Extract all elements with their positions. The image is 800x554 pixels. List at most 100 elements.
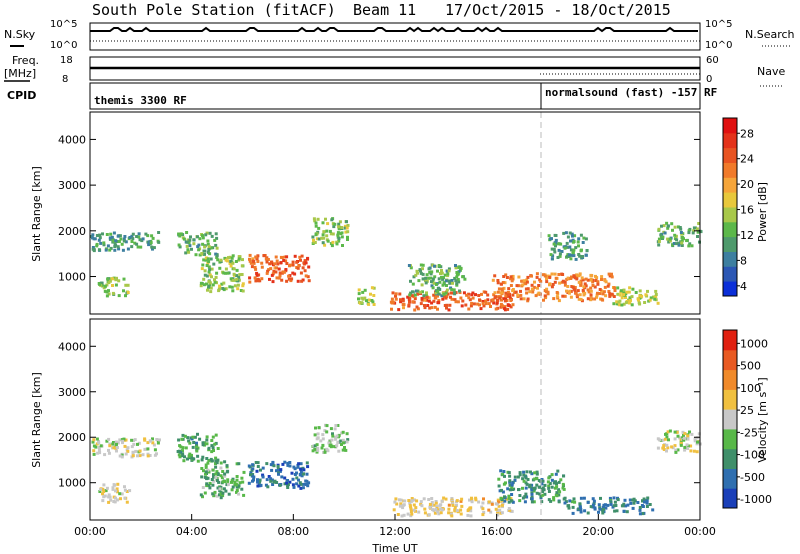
power-pixel: [430, 280, 433, 284]
velocity-pixel: [433, 511, 437, 515]
velocity-pixel: [91, 440, 95, 444]
velocity-pixel: [286, 463, 290, 467]
power-pixel: [638, 296, 642, 300]
velocity-pixel: [410, 497, 414, 500]
power-pixel: [478, 303, 481, 307]
colorbar-frame: [722, 117, 738, 297]
x-axis: 00:00 04:00 08:00 12:00 16:00 20:00 00:00: [74, 514, 716, 538]
power-pixel: [248, 259, 252, 263]
velocity-pixel: [398, 504, 402, 508]
velocity-pixel: [497, 484, 501, 488]
velocity-pixel: [552, 496, 556, 500]
power-pixel: [274, 255, 278, 259]
nsearch-tick-low: 10^0: [705, 40, 732, 51]
power-pixel: [253, 276, 257, 280]
velocity-pixel: [116, 498, 119, 502]
velocity-pixel: [107, 448, 110, 452]
velocity-pixel: [535, 483, 539, 487]
power-pixel: [442, 292, 446, 296]
power-pixel: [391, 291, 395, 295]
velocity-pixel: [300, 474, 304, 478]
velocity-pixel: [482, 497, 485, 501]
power-pixel: [220, 282, 224, 286]
power-pixel: [622, 291, 626, 295]
velocity-pixel: [298, 481, 302, 485]
velocity-pixel: [99, 444, 103, 448]
power-pixel: [654, 289, 658, 293]
velocity-pixel: [219, 461, 223, 465]
power-pixel: [516, 293, 520, 297]
power-pixel: [674, 234, 678, 238]
power-pixel: [474, 293, 477, 297]
velocity-pixel: [329, 427, 333, 431]
velocity-pixel: [114, 496, 117, 500]
power-pixel: [394, 294, 397, 298]
velocity-pixel: [341, 430, 345, 434]
freq-tick-high: 18: [60, 55, 73, 66]
velocity-pixel: [178, 444, 182, 448]
velocity-pixel: [427, 513, 431, 517]
power-pixel: [284, 268, 288, 271]
velocity-pixel: [102, 490, 106, 494]
power-pixel: [563, 280, 567, 284]
power-pixel: [255, 271, 259, 275]
power-pixel: [427, 267, 431, 271]
power-pixel: [679, 231, 683, 234]
power-pixel: [337, 239, 341, 243]
power-pixel: [550, 272, 554, 276]
velocity-pixel: [524, 481, 528, 485]
power-pixel: [118, 234, 122, 238]
power-pixel: [288, 263, 292, 267]
velocity-pixel: [182, 459, 186, 463]
velocity-pixel: [503, 499, 507, 503]
power-pixel: [313, 219, 317, 223]
power-pixel: [457, 265, 461, 269]
power-pixel: [124, 294, 127, 298]
velocity-pixel: [196, 432, 199, 436]
power-pixel: [445, 269, 449, 273]
power-pixel: [457, 280, 461, 284]
power-pixel: [416, 307, 420, 311]
velocity-pixel: [341, 448, 345, 452]
power-pixel: [629, 298, 632, 302]
velocity-pixel: [549, 499, 553, 503]
velocity-pixel: [683, 445, 687, 449]
velocity-pixel: [500, 488, 503, 492]
power-pixel: [638, 289, 642, 293]
velocity-pixel: [112, 446, 116, 450]
power-pixel: [447, 308, 451, 312]
power-pixel: [214, 252, 218, 256]
velocity-pixel: [299, 470, 303, 473]
power-pixel: [101, 232, 104, 236]
velocity-pixel: [158, 438, 161, 442]
power-pixel: [425, 279, 429, 283]
velocity-pixel: [237, 492, 241, 496]
power-pixel: [215, 256, 219, 259]
power-pixel: [565, 254, 569, 258]
power-pixel: [345, 226, 349, 230]
velocity-pixel: [665, 443, 669, 447]
velocity-pixel: [683, 436, 686, 440]
velocity-region-3: [199, 460, 246, 500]
power-pixel: [628, 301, 631, 305]
power-pixel: [644, 293, 648, 297]
velocity-pixel: [518, 473, 522, 477]
power-pixel: [571, 234, 574, 238]
power-pixel: [514, 290, 518, 294]
power-pixel: [409, 279, 412, 283]
velocity-pixel: [508, 479, 512, 483]
power-pixel: [538, 278, 542, 282]
velocity-pixel: [685, 443, 689, 447]
velocity-pixel: [394, 497, 398, 501]
power-pixel: [526, 275, 530, 279]
velocity-pixel: [434, 507, 438, 511]
power-pixel: [576, 240, 580, 244]
power-pixel: [113, 245, 117, 248]
velocity-pixel: [453, 509, 457, 513]
power-region-11: [612, 286, 660, 307]
velocity-pixel: [104, 489, 108, 493]
velocity-pixel: [128, 489, 132, 493]
velocity-pixel: [205, 438, 209, 442]
velocity-pixel: [641, 512, 645, 516]
